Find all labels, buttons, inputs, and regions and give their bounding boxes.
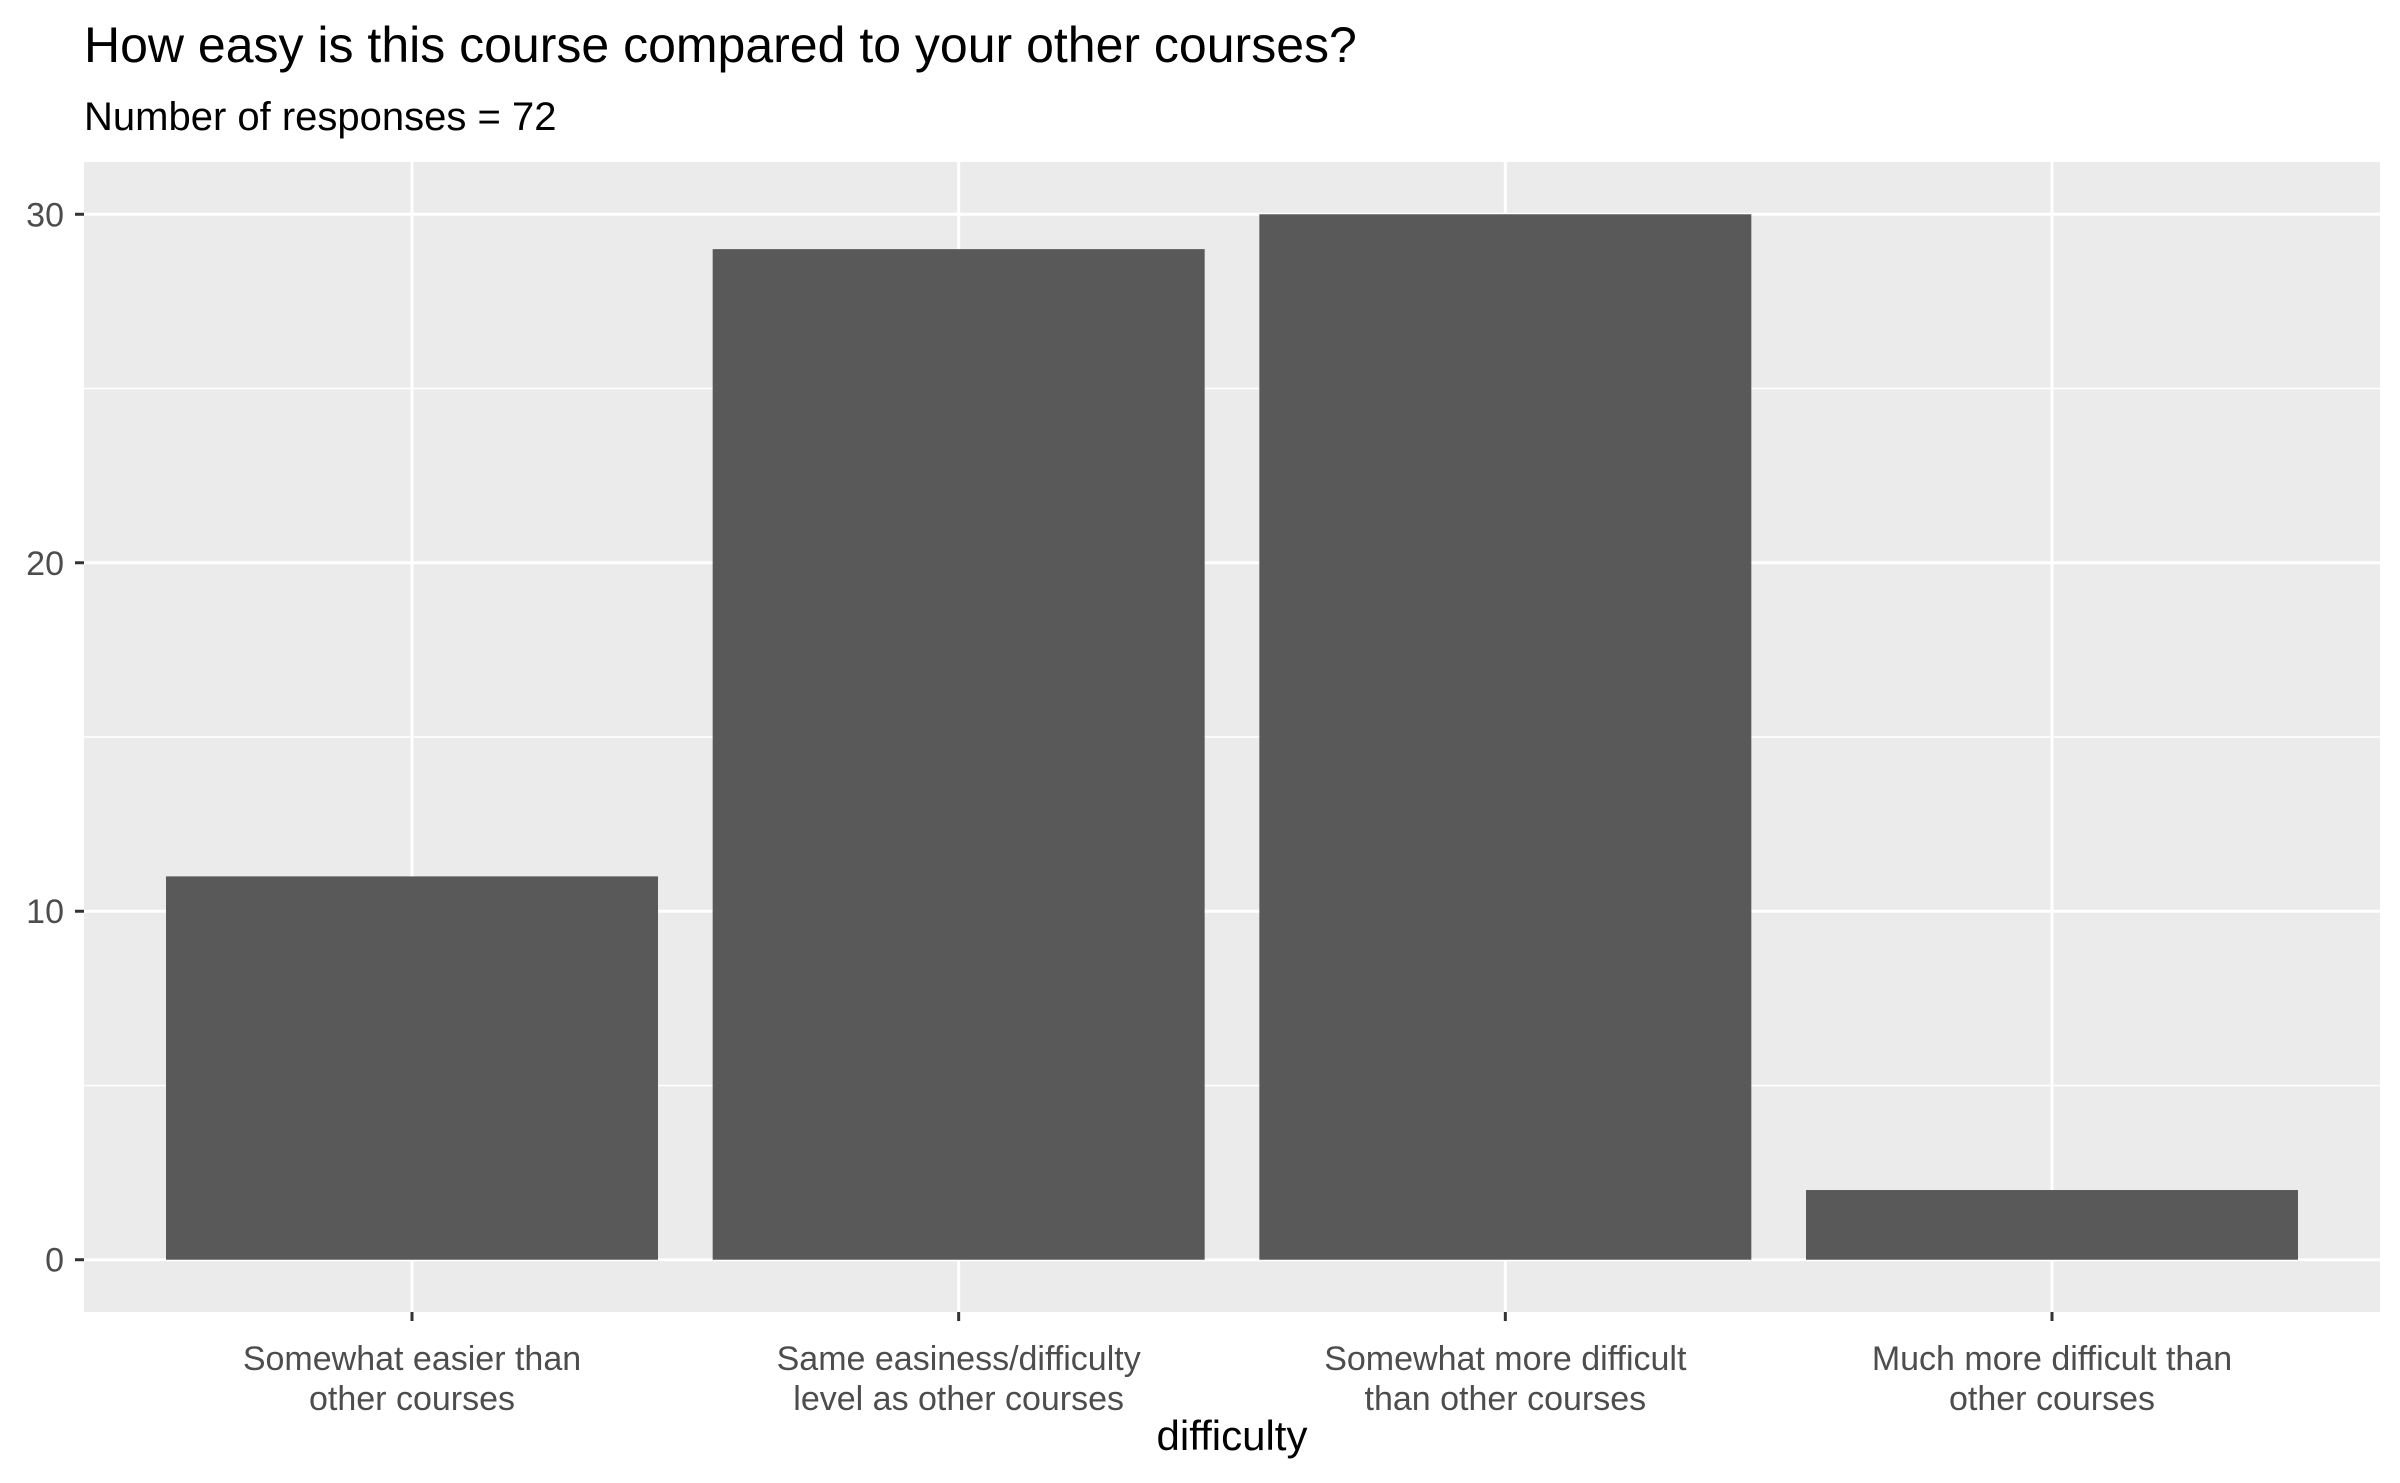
bar: [166, 876, 658, 1260]
x-tick-label-line: other courses: [309, 1380, 515, 1418]
x-tick-label-line: level as other courses: [793, 1380, 1124, 1418]
x-tick-label: Same easiness/difficulty level as other c…: [777, 1340, 1141, 1418]
y-axis: 0 10 20 30: [26, 196, 84, 1280]
chart-subtitle: Number of responses = 72: [84, 95, 556, 139]
x-tick-label-line: Somewhat easier than: [243, 1340, 581, 1378]
bar: [1259, 214, 1752, 1260]
x-tick-label-line: Same easiness/difficulty: [777, 1340, 1141, 1378]
chart-title: How easy is this course compared to your…: [84, 17, 1357, 73]
y-tick-label: 0: [45, 1242, 64, 1280]
x-tick-label-line: Somewhat more difficult: [1324, 1340, 1687, 1378]
x-tick-label: Somewhat easier than other courses: [243, 1340, 581, 1418]
x-tick-label-line: Much more difficult than: [1872, 1340, 2232, 1378]
bar: [1806, 1190, 2298, 1260]
y-tick-label: 10: [26, 893, 64, 931]
y-tick-label: 20: [26, 545, 64, 583]
x-tick-label-line: than other courses: [1365, 1380, 1647, 1418]
y-tick-label: 30: [26, 196, 64, 234]
x-tick-label: Somewhat more difficult than other course…: [1324, 1340, 1687, 1418]
x-axis-title: difficulty: [1157, 1412, 1308, 1459]
x-tick-label-line: other courses: [1949, 1380, 2155, 1418]
bar: [712, 249, 1205, 1260]
bars: [166, 214, 2298, 1260]
x-tick-label: Much more difficult than other courses: [1872, 1340, 2232, 1418]
